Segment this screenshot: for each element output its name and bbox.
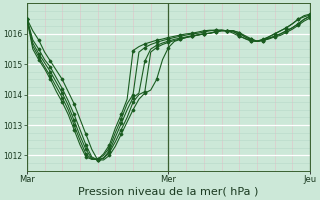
- X-axis label: Pression niveau de la mer( hPa ): Pression niveau de la mer( hPa ): [78, 187, 259, 197]
